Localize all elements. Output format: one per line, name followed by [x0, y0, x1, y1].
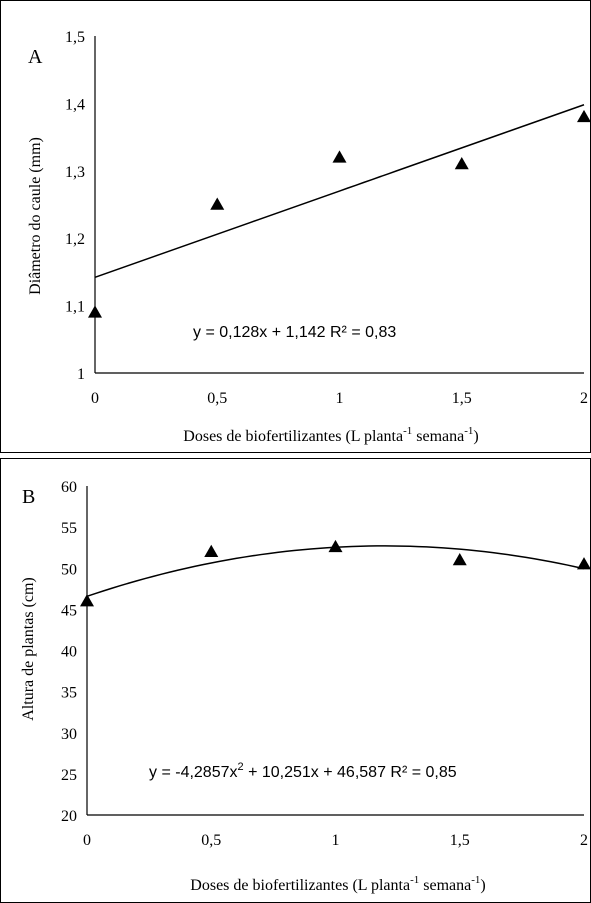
x-tick-label-a: 2: [580, 390, 588, 407]
x-axis-title-a-main: Doses de biofertilizantes (L planta: [183, 428, 403, 445]
x-axis-title-a-end: ): [473, 428, 478, 445]
data-point-b: [80, 594, 94, 607]
x-tick-label-b: 1,5: [450, 832, 470, 849]
y-tick-label-a: 1: [77, 366, 85, 383]
data-point-a: [332, 150, 347, 163]
y-axis-title-b: Altura de plantas (cm): [20, 577, 37, 721]
x-tick-label-b: 2: [580, 832, 588, 849]
equation-b-post: + 10,251x + 46,587 R² = 0,85: [244, 764, 457, 781]
y-tick-label-a: 1,3: [65, 164, 85, 181]
y-tick-label-a: 1,4: [65, 96, 85, 113]
data-point-b: [452, 553, 467, 566]
equation-b-pre: y = -4,2857x: [149, 764, 238, 781]
x-axis-title-b-sup2: -1: [471, 874, 480, 886]
x-tick-label-b: 1: [332, 832, 340, 849]
y-tick-label-b: 55: [61, 520, 77, 537]
x-tick-label-b: 0: [83, 832, 91, 849]
x-axis-title-b-main: Doses de biofertilizantes (L planta: [190, 877, 410, 894]
equation-b: y = -4,2857x2 + 10,251x + 46,587 R² = 0,…: [149, 761, 457, 781]
x-axis-title-b-end: ): [480, 877, 485, 894]
panel-label-b: B: [22, 486, 35, 508]
x-tick-label-a: 0: [91, 390, 99, 407]
y-tick-label-b: 60: [61, 479, 77, 496]
x-tick-label-a: 1,5: [452, 390, 472, 407]
y-tick-label-a: 1,1: [65, 299, 85, 316]
y-axis-title-a: Diâmetro do caule (mm): [27, 137, 44, 295]
y-tick-label-b: 25: [61, 767, 77, 784]
x-tick-label-a: 1: [336, 390, 344, 407]
x-axis-title-b-sup1: -1: [410, 874, 419, 886]
panel-label-a: A: [28, 46, 43, 68]
data-point-a: [577, 109, 591, 123]
x-axis-title-a-sup2: -1: [464, 425, 473, 437]
y-tick-label-b: 40: [61, 644, 77, 661]
x-axis-title-a-sup1: -1: [403, 425, 412, 437]
x-axis-title-b: Doses de biofertilizantes (L planta-1 se…: [190, 874, 485, 894]
chart-panel-a: A Diâmetro do caule (mm) y = 0,128x + 1,…: [0, 0, 591, 453]
x-tick-label-a: 0,5: [207, 390, 227, 407]
chart-b-svg: B Altura de plantas (cm) y = -4,2857x2 +…: [20, 479, 591, 894]
y-tick-label-b: 50: [61, 561, 77, 578]
y-tick-label-b: 35: [61, 685, 77, 702]
data-point-b: [577, 557, 591, 570]
x-axis-title-a-mid: semana: [412, 428, 464, 445]
equation-b-sup: 2: [238, 761, 244, 773]
chart-panel-b: B Altura de plantas (cm) y = -4,2857x2 +…: [0, 458, 591, 903]
chart-a-svg: A Diâmetro do caule (mm) y = 0,128x + 1,…: [27, 29, 591, 445]
data-point-a: [210, 197, 225, 210]
trendline-a: [94, 104, 585, 278]
x-tick-label-b: 0,5: [201, 832, 221, 849]
y-tick-label-a: 1,2: [65, 231, 85, 248]
data-point-b: [328, 539, 343, 553]
y-tick-label-a: 1,5: [65, 29, 85, 46]
trendline-b: [86, 545, 585, 598]
x-axis-title-b-mid: semana: [419, 877, 471, 894]
data-point-a: [454, 157, 469, 170]
x-axis-title-a: Doses de biofertilizantes (L planta-1 se…: [183, 425, 478, 445]
y-tick-label-b: 20: [61, 808, 77, 825]
equation-a: y = 0,128x + 1,142 R² = 0,83: [193, 324, 396, 341]
data-point-a: [88, 305, 102, 318]
y-tick-label-b: 30: [61, 726, 77, 743]
data-point-b: [204, 544, 219, 558]
y-tick-label-b: 45: [61, 602, 77, 619]
